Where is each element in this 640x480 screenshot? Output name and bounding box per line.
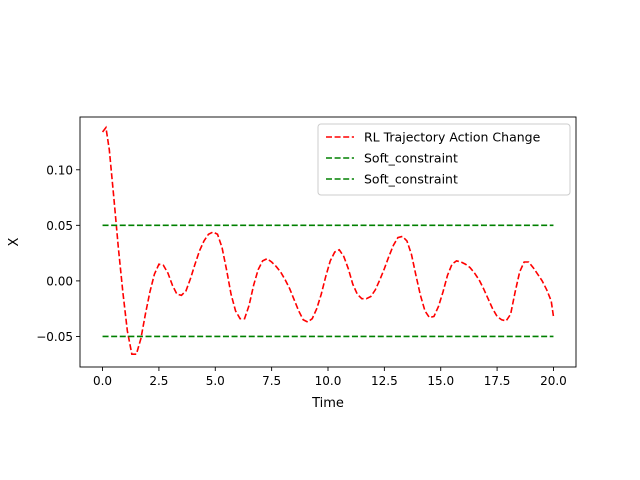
y-tick-label: 0.05 bbox=[46, 219, 73, 233]
legend: RL Trajectory Action Change Soft_constrai… bbox=[317, 123, 571, 196]
x-tick-label: 15.0 bbox=[427, 374, 454, 388]
series-group bbox=[101, 125, 555, 356]
x-axis-label: Time bbox=[311, 396, 344, 411]
ticks-group: 0.0 2.5 5.0 7.5 10.0 12.5 15.0 17.5 20.0 −0.05 0.0… bbox=[36, 163, 567, 388]
legend-box bbox=[317, 123, 571, 196]
x-tick-label: 5.0 bbox=[206, 374, 225, 388]
y-axis-label: X bbox=[7, 237, 22, 246]
x-tick-label: 2.5 bbox=[149, 374, 168, 388]
legend-entry: Soft_constraint bbox=[364, 172, 458, 187]
legend-entry: Soft_constraint bbox=[364, 151, 458, 166]
legend-entry: RL Trajectory Action Change bbox=[364, 130, 541, 145]
x-tick-label: 12.5 bbox=[371, 374, 398, 388]
y-tick-label: 0.00 bbox=[46, 274, 73, 288]
x-tick-label: 0.0 bbox=[93, 374, 112, 388]
series-line-0 bbox=[101, 125, 555, 356]
y-tick-label: 0.10 bbox=[46, 163, 73, 177]
x-tick-label: 7.5 bbox=[262, 374, 281, 388]
y-tick-label: −0.05 bbox=[36, 330, 73, 344]
x-tick-label: 20.0 bbox=[540, 374, 567, 388]
x-tick-label: 10.0 bbox=[315, 374, 342, 388]
x-tick-label: 17.5 bbox=[484, 374, 511, 388]
